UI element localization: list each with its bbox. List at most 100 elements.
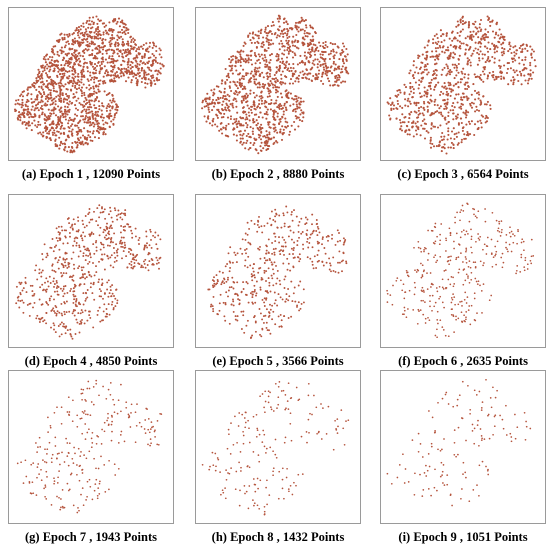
scatter-point <box>221 271 224 274</box>
scatter-point <box>329 70 332 73</box>
scatter-point <box>515 52 518 55</box>
scatter-point <box>498 28 501 31</box>
scatter-point <box>486 59 489 62</box>
scatter-point <box>241 143 244 146</box>
scatter-point <box>78 244 81 247</box>
scatter-point <box>288 295 291 298</box>
scatter-point <box>293 209 295 212</box>
scatter-point <box>58 256 61 259</box>
scatter-point <box>474 266 477 269</box>
scatter-point <box>309 56 312 59</box>
scatter-point <box>458 34 461 37</box>
scatter-point <box>478 239 481 241</box>
scatter-point <box>479 260 482 263</box>
scatter-point <box>14 103 17 106</box>
scatter-point <box>455 66 459 69</box>
scatter-point <box>308 78 311 81</box>
scatter-point <box>426 288 429 290</box>
scatter-point <box>420 105 423 109</box>
scatter-point <box>260 335 263 338</box>
scatter-point <box>449 69 452 72</box>
scatter-point <box>282 128 285 131</box>
scatter-point <box>13 108 17 111</box>
scatter-point <box>259 286 262 289</box>
scatter-point <box>78 128 81 131</box>
scatter-point <box>457 85 460 89</box>
scatter-point <box>143 262 146 265</box>
scatter-point <box>75 99 78 102</box>
scatter-point <box>421 112 424 115</box>
scatter-point <box>224 82 227 85</box>
scatter-point <box>284 275 287 278</box>
scatter-point <box>447 81 450 84</box>
scatter-point <box>62 272 65 275</box>
scatter-point <box>235 261 238 264</box>
scatter-point <box>63 229 66 232</box>
scatter-point <box>64 261 66 264</box>
scatter-point <box>138 48 141 51</box>
scatter-point <box>269 259 271 262</box>
scatter-point <box>415 111 418 114</box>
scatter-point <box>65 325 68 328</box>
scatter-point <box>63 143 67 146</box>
scatter-point <box>117 213 120 216</box>
scatter-point <box>227 252 230 255</box>
scatter-point <box>101 253 103 256</box>
scatter-point <box>158 47 161 50</box>
scatter-point <box>67 263 70 266</box>
scatter-point <box>334 75 337 78</box>
scatter-point <box>276 17 279 20</box>
scatter-point <box>98 105 101 108</box>
scatter-point <box>57 130 60 133</box>
scatter-point <box>317 72 320 75</box>
scatter-point <box>244 58 247 61</box>
scatter-point <box>98 50 101 53</box>
scatter-point <box>267 277 270 280</box>
scatter-point <box>430 122 433 125</box>
scatter-point <box>463 320 466 322</box>
scatter-point <box>269 30 272 33</box>
scatter-point <box>461 28 464 31</box>
scatter-point <box>283 49 286 52</box>
scatter-point <box>72 287 75 290</box>
scatter-point <box>98 46 101 49</box>
scatter-point <box>208 102 211 105</box>
scatter-point <box>73 63 77 66</box>
scatter-point <box>27 108 30 111</box>
scatter-point <box>461 204 464 207</box>
scatter-point <box>86 129 89 132</box>
scatter-point <box>148 41 152 44</box>
scatter-point <box>435 50 438 53</box>
scatter-point <box>81 219 84 222</box>
scatter-point <box>92 326 95 329</box>
scatter-point <box>254 330 257 333</box>
scatter-point <box>71 47 74 50</box>
scatter-point <box>417 308 420 311</box>
scatter-point <box>256 223 259 226</box>
scatter-point <box>102 243 105 246</box>
scatter-point <box>419 309 422 311</box>
scatter-point <box>58 68 61 71</box>
scatter-point <box>307 246 310 249</box>
scatter-point <box>58 118 61 121</box>
scatter-point <box>253 142 256 145</box>
scatter-point <box>474 47 477 50</box>
scatter-point <box>422 71 425 74</box>
scatter-point <box>271 263 274 266</box>
scatter-point <box>272 310 275 313</box>
scatter-point <box>44 125 47 128</box>
scatter-point <box>58 109 61 112</box>
scatter-point <box>68 126 71 130</box>
scatter-point <box>135 82 138 85</box>
scatter-point <box>274 91 278 94</box>
scatter-point <box>498 59 501 62</box>
scatter-point <box>391 303 394 306</box>
scatter-point <box>250 70 253 73</box>
scatter-point <box>70 56 73 59</box>
scatter-point <box>521 44 524 47</box>
scatter-point <box>244 264 246 267</box>
scatter-point <box>259 134 262 137</box>
scatter-point <box>212 105 216 108</box>
scatter-point <box>389 103 392 107</box>
scatter-point <box>506 67 509 70</box>
